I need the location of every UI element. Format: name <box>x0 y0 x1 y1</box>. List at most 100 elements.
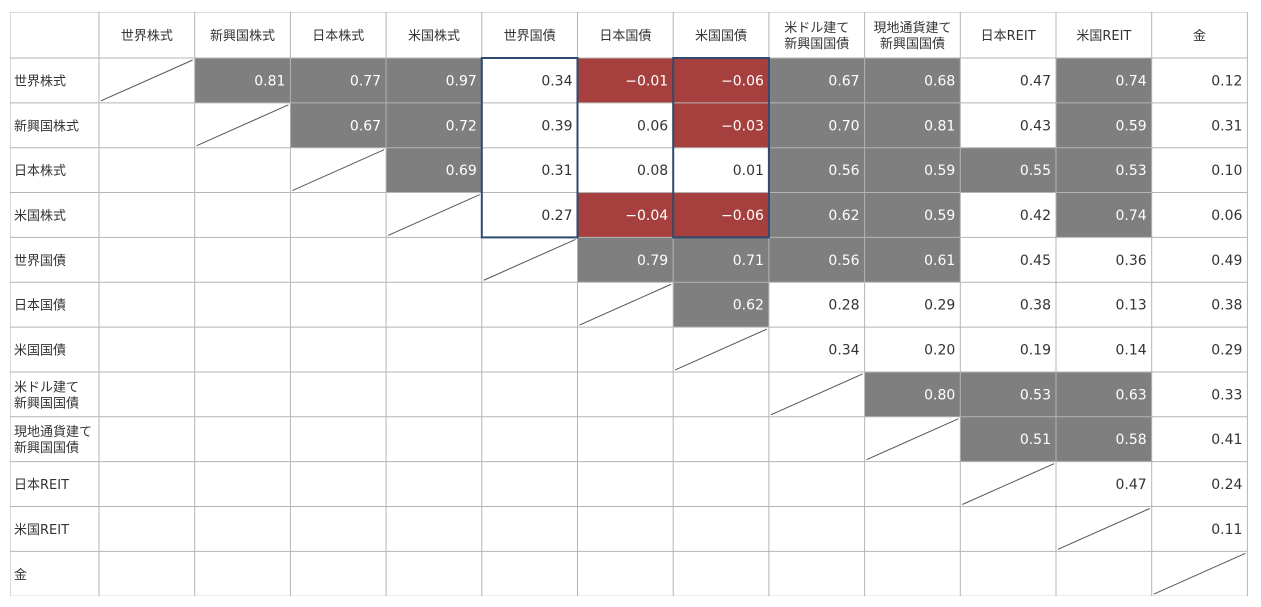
value-label: 0.29 <box>1211 343 1242 359</box>
cell-fill <box>577 192 674 238</box>
value-label: 0.47 <box>1020 73 1051 89</box>
value-label: 0.42 <box>1020 208 1051 224</box>
cell-fill <box>864 147 961 193</box>
diagonal-slash <box>1057 508 1150 550</box>
highlight-box <box>672 57 770 239</box>
value-label: 0.31 <box>541 163 572 179</box>
cell-fill <box>768 192 865 238</box>
cell-fill <box>194 58 291 103</box>
cell-fill <box>864 371 961 417</box>
value-label: 0.19 <box>1020 343 1051 359</box>
cell-fill <box>1056 147 1152 193</box>
value-label: 0.47 <box>1116 477 1147 493</box>
value-label: 0.59 <box>924 163 955 179</box>
cell-fill <box>290 102 387 148</box>
value-label: 0.12 <box>1211 73 1242 89</box>
value-label: 0.45 <box>1020 253 1051 269</box>
column-header: 世界株式 <box>121 29 173 44</box>
value-label: 0.27 <box>541 208 572 224</box>
cell-fill <box>864 102 961 148</box>
row-header: 米国株式 <box>14 209 66 224</box>
row-header: 米ドル建て新興国国債 <box>14 380 79 411</box>
value-label: 0.74 <box>1116 73 1147 89</box>
row-header: 米国国債 <box>14 344 66 359</box>
cell-fill <box>290 58 387 103</box>
value-label: 0.53 <box>1020 387 1051 403</box>
value-label: 0.34 <box>828 343 859 359</box>
value-label: 0.28 <box>828 298 859 314</box>
cell-fill <box>960 416 1056 462</box>
cell-fill <box>768 237 865 283</box>
cell-fill <box>386 58 482 103</box>
column-header: 新興国株式 <box>210 28 275 44</box>
cell-fill <box>768 58 865 103</box>
value-label: 0.70 <box>828 118 859 134</box>
row-header: 日本REIT <box>14 478 69 493</box>
value-label: 0.61 <box>924 253 955 269</box>
value-label: 0.51 <box>1020 432 1051 448</box>
cell-fill <box>673 237 769 283</box>
column-header: 現地通貨建て新興国国債 <box>873 20 951 52</box>
value-label: −0.06 <box>721 208 764 224</box>
cell-fill <box>864 237 961 283</box>
value-label: 0.81 <box>924 118 955 134</box>
cell-fill <box>577 237 674 283</box>
row-header: 新興国株式 <box>14 118 79 134</box>
value-label: 0.24 <box>1211 477 1242 493</box>
value-label: 0.49 <box>1211 253 1242 269</box>
value-label: 0.33 <box>1211 387 1242 403</box>
value-label: 0.67 <box>828 73 859 89</box>
diagonal-slash <box>483 238 576 281</box>
column-header: 米国REIT <box>1076 29 1131 44</box>
diagonal-slash <box>387 194 481 236</box>
highlight-box <box>480 57 579 239</box>
correlation-matrix: 世界株式 新興国株式 日本株式 米国株式 世界国債 日本国債 米国国債米ドル建て新興国国債現… <box>10 12 1248 596</box>
value-label: 0.79 <box>637 253 668 269</box>
row-header: 金 <box>14 567 27 583</box>
value-label: 0.58 <box>1116 432 1147 448</box>
column-header: 米ドル建て新興国国債 <box>784 21 849 52</box>
value-label: 0.01 <box>733 163 764 179</box>
value-label: 0.81 <box>254 73 285 89</box>
column-header: 日本国債 <box>599 29 651 44</box>
column-header: 米国国債 <box>695 29 747 44</box>
value-label: −0.04 <box>625 208 668 224</box>
value-label: 0.13 <box>1116 298 1147 314</box>
cell-fill <box>1056 416 1152 462</box>
value-label: 0.67 <box>350 118 381 134</box>
value-label: 0.31 <box>1211 118 1242 134</box>
value-label: 0.56 <box>828 253 859 269</box>
diagonal-slash <box>100 59 193 102</box>
value-label: 0.62 <box>733 298 764 314</box>
column-header: 日本株式 <box>312 29 364 44</box>
value-label: 0.29 <box>924 298 955 314</box>
cell-fill <box>673 282 769 328</box>
value-label: −0.03 <box>721 118 764 134</box>
diagonal-slash <box>196 104 289 147</box>
column-header: 世界国債 <box>504 29 556 44</box>
value-label: 0.72 <box>446 118 477 134</box>
cell-fill <box>768 147 865 193</box>
value-label: −0.01 <box>625 73 668 89</box>
column-header: 米国株式 <box>408 29 460 44</box>
cell-fill <box>864 192 961 238</box>
cell-fill <box>673 192 769 238</box>
value-label: 0.77 <box>350 73 381 89</box>
value-label: 0.39 <box>541 118 572 134</box>
cell-fill <box>1056 58 1152 103</box>
cell-fill <box>1056 102 1152 148</box>
row-header: 米国REIT <box>14 523 69 538</box>
column-header: 金 <box>1193 28 1206 44</box>
value-label: 0.68 <box>924 73 955 89</box>
cell-fill <box>673 102 769 148</box>
cell-fill <box>577 58 674 103</box>
value-label: 0.38 <box>1211 298 1242 314</box>
value-label: 0.53 <box>1116 163 1147 179</box>
diagonal-slash <box>292 149 385 192</box>
value-label: 0.62 <box>828 208 859 224</box>
value-label: 0.06 <box>1211 208 1242 224</box>
value-label: 0.08 <box>637 163 668 179</box>
value-label: 0.36 <box>1116 253 1147 269</box>
cell-fill <box>1056 192 1152 238</box>
column-header: 日本REIT <box>981 29 1036 44</box>
